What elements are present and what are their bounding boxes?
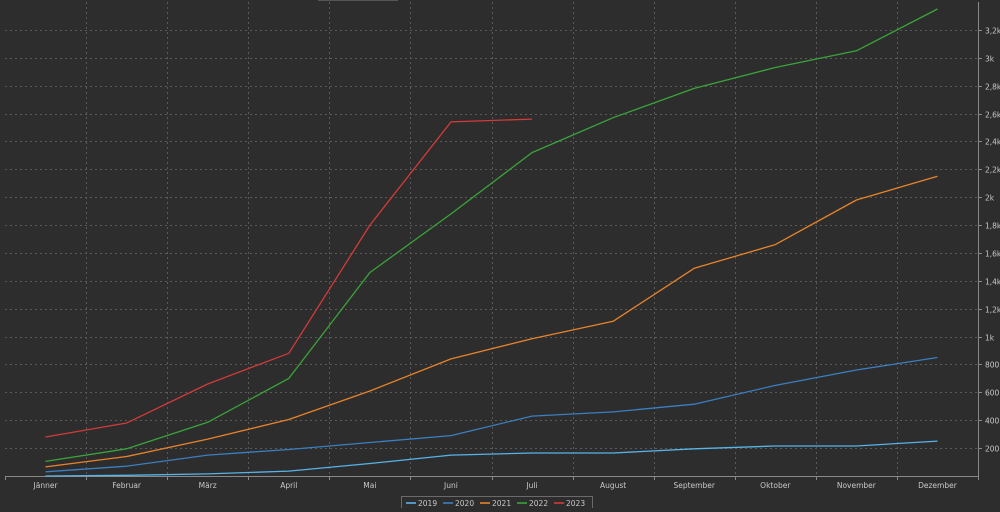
data-point-2020: [369, 442, 371, 444]
x-tick-label: Oktober: [760, 481, 791, 490]
data-point-2020: [45, 471, 47, 473]
data-point-2022: [369, 272, 371, 274]
y-tick-label: 1,4k: [985, 278, 1000, 287]
y-tick-label: 1,2k: [985, 306, 1000, 315]
x-tick-label: September: [673, 481, 715, 490]
y-tick-label: 2,8k: [985, 83, 1000, 92]
data-point-2019: [531, 452, 533, 454]
y-tick-label: 3,2k: [985, 27, 1000, 36]
data-point-2019: [855, 445, 857, 447]
data-point-2022: [450, 213, 452, 215]
data-point-2019: [450, 454, 452, 456]
data-point-2021: [774, 244, 776, 246]
data-point-2020: [693, 403, 695, 405]
x-tick-label: Jänner: [33, 481, 59, 490]
y-tick-label: 3k: [985, 55, 995, 64]
data-point-2021: [450, 358, 452, 360]
data-point-2020: [855, 369, 857, 371]
legend-label-2021[interactable]: 2021: [492, 499, 511, 508]
data-point-2019: [45, 475, 47, 477]
y-tick-label: 2,6k: [985, 111, 1000, 120]
legend-label-2020[interactable]: 2020: [455, 499, 474, 508]
data-point-2023: [369, 224, 371, 226]
data-point-2020: [612, 411, 614, 413]
data-point-2021: [937, 175, 939, 177]
x-tick-label: November: [837, 481, 877, 490]
gridlines: [5, 2, 978, 476]
data-point-2019: [207, 473, 209, 475]
data-point-2022: [531, 152, 533, 154]
data-point-2020: [450, 435, 452, 437]
data-point-2022: [288, 377, 290, 379]
legend[interactable]: 2019 2020 2021 2022 2023: [401, 496, 593, 509]
x-tick-label: August: [600, 481, 626, 490]
series-line-2019: [45, 440, 938, 477]
data-point-2019: [612, 452, 614, 454]
data-point-2020: [937, 357, 939, 359]
data-point-2019: [774, 445, 776, 447]
data-point-2022: [45, 460, 47, 462]
data-point-2023: [288, 352, 290, 354]
data-point-2022: [774, 67, 776, 69]
data-point-2019: [126, 474, 128, 476]
series-line-2020: [45, 356, 938, 473]
y-tick-label: 400: [985, 417, 1000, 426]
data-point-2020: [288, 449, 290, 451]
y-tick-label: 1k: [985, 334, 995, 343]
series-line-2022: [45, 8, 938, 463]
data-point-2021: [693, 267, 695, 269]
data-point-2022: [937, 8, 939, 10]
data-point-2023: [45, 436, 47, 438]
axes: 200 400 600 800 1k 1,2k 1,4k 1,6k 1,8k 2k 2,2k 2,4k…: [5, 2, 1000, 490]
y-tick-label: 800: [985, 361, 1000, 370]
data-point-2021: [612, 320, 614, 322]
data-point-2023: [207, 383, 209, 385]
series-line-2023: [45, 118, 533, 438]
legend-label-2022[interactable]: 2022: [529, 499, 548, 508]
x-tick-label: Juli: [525, 481, 537, 490]
data-point-2022: [126, 448, 128, 450]
data-point-2020: [774, 384, 776, 386]
data-point-2022: [855, 50, 857, 52]
data-point-2019: [369, 463, 371, 465]
y-tick-label: 2,2k: [985, 166, 1000, 175]
data-point-2022: [612, 117, 614, 119]
data-point-2021: [126, 456, 128, 458]
data-point-2020: [207, 454, 209, 456]
data-point-2021: [369, 390, 371, 392]
series-lines: [45, 8, 939, 477]
legend-label-2023[interactable]: 2023: [566, 499, 585, 508]
data-point-2021: [288, 419, 290, 421]
data-point-2021: [531, 338, 533, 340]
y-tick-label: 1,6k: [985, 250, 1000, 259]
y-tick-label: 1,8k: [985, 222, 1000, 231]
y-tick-label: 600: [985, 389, 1000, 398]
data-point-2021: [207, 438, 209, 440]
data-point-2022: [207, 421, 209, 423]
data-point-2021: [855, 199, 857, 201]
data-point-2020: [531, 415, 533, 417]
x-tick-label: Mai: [363, 481, 376, 490]
data-point-2023: [450, 121, 452, 123]
series-line-2021: [45, 175, 938, 468]
legend-label-2019[interactable]: 2019: [418, 499, 437, 508]
x-tick-label: Februar: [112, 481, 142, 490]
y-tick-label: 2k: [985, 194, 995, 203]
data-point-2023: [126, 422, 128, 424]
data-point-2019: [288, 470, 290, 472]
data-point-2023: [531, 118, 533, 120]
data-point-2021: [45, 466, 47, 468]
x-tick-label: April: [280, 481, 297, 490]
x-tick-label: Juni: [443, 481, 458, 490]
data-point-2019: [693, 448, 695, 450]
x-tick-label: Dezember: [918, 481, 958, 490]
y-tick-label: 2,4k: [985, 138, 1000, 147]
data-point-2022: [693, 87, 695, 89]
data-point-2020: [126, 465, 128, 467]
x-tick-label: März: [199, 481, 217, 490]
y-tick-label: 200: [985, 445, 1000, 454]
data-point-2019: [937, 440, 939, 442]
